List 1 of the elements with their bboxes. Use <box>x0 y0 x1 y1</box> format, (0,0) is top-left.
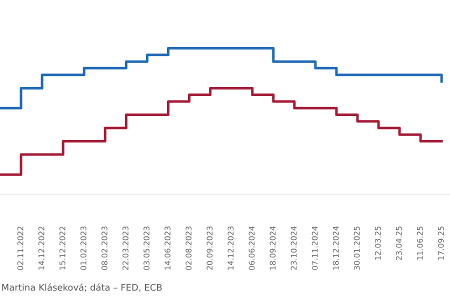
text: Martina Kláseková; dáta – FED, ECB <box>2 283 162 292</box>
